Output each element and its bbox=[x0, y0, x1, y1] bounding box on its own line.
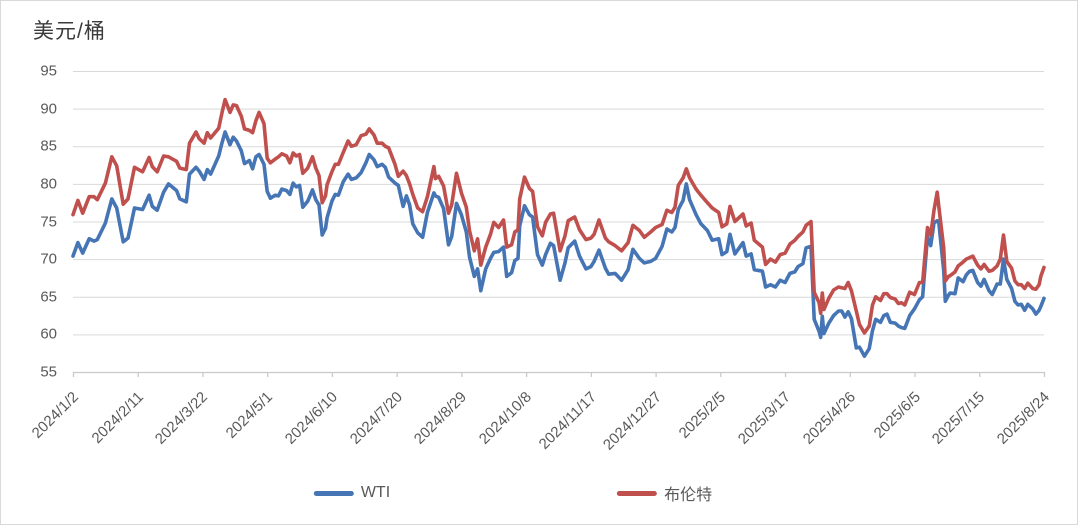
y-axis-tick-label: 80 bbox=[40, 175, 57, 193]
brent-line-swatch-icon bbox=[617, 490, 658, 496]
y-axis-tick-label: 95 bbox=[40, 62, 57, 80]
brent-line bbox=[71, 97, 1046, 335]
y-axis-tick-label: 70 bbox=[40, 250, 57, 268]
y-axis-tick-label: 85 bbox=[40, 137, 57, 155]
y-axis-tick-label: 55 bbox=[40, 363, 57, 381]
y-axis-tick-label: 60 bbox=[40, 325, 57, 343]
y-axis-tick-label: 75 bbox=[40, 213, 57, 230]
chart-legend: WTI 布伦特 bbox=[313, 481, 712, 505]
legend-item-brent: 布伦特 bbox=[617, 481, 712, 505]
wti-line-swatch-icon bbox=[313, 490, 354, 496]
legend-label-brent: 布伦特 bbox=[664, 487, 713, 504]
legend-item-wti: WTI bbox=[313, 484, 391, 502]
y-axis-tick-label: 65 bbox=[40, 288, 57, 306]
chart-title: 美元/桶 bbox=[33, 20, 106, 43]
wti-line bbox=[71, 130, 1046, 359]
y-axis-tick-label: 90 bbox=[40, 100, 57, 118]
legend-label-wti: WTI bbox=[360, 484, 391, 501]
